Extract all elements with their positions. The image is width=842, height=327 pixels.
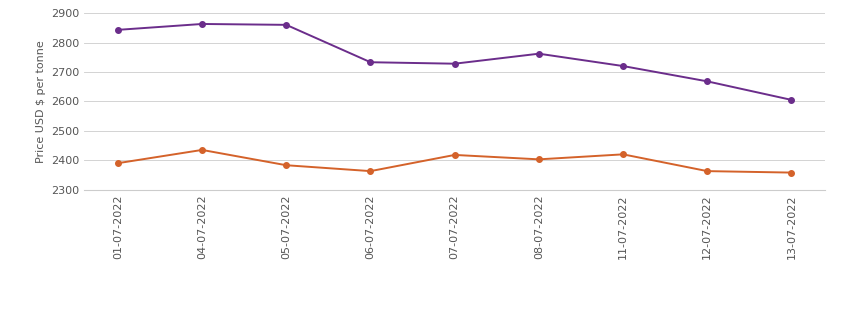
LME [702, 169, 712, 173]
SHFE [113, 28, 123, 32]
SHFE [281, 23, 291, 27]
LME [197, 148, 207, 152]
SHFE [534, 52, 544, 56]
LME [365, 169, 376, 173]
LME [534, 157, 544, 161]
LME [450, 153, 460, 157]
SHFE [197, 22, 207, 26]
Line: LME: LME [115, 147, 794, 175]
SHFE [786, 98, 797, 102]
LME [786, 171, 797, 175]
LME [113, 161, 123, 165]
Y-axis label: Price USD $ per tonne: Price USD $ per tonne [35, 40, 45, 163]
SHFE [450, 62, 460, 66]
LME [281, 163, 291, 167]
Legend: LME, SHFE: LME, SHFE [385, 323, 525, 327]
Line: SHFE: SHFE [115, 21, 794, 103]
SHFE [702, 79, 712, 83]
SHFE [618, 64, 628, 68]
SHFE [365, 60, 376, 64]
LME [618, 152, 628, 156]
